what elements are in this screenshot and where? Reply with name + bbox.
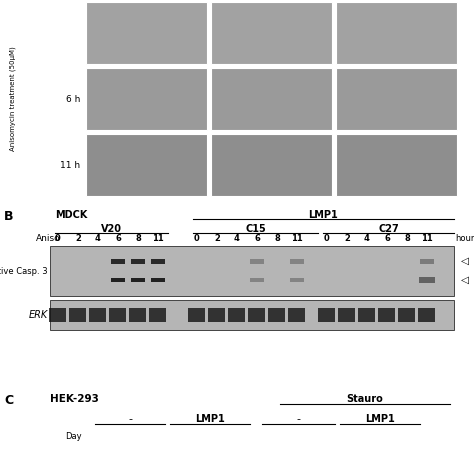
Bar	[248, 308, 265, 322]
Bar	[131, 258, 145, 264]
Text: -: -	[128, 414, 132, 424]
Text: C15: C15	[245, 224, 266, 234]
Bar	[70, 308, 86, 322]
Bar	[149, 308, 166, 322]
Bar	[379, 308, 395, 322]
Bar	[358, 308, 375, 322]
Bar	[49, 308, 66, 322]
Bar	[131, 278, 145, 282]
Bar	[336, 134, 457, 196]
Text: -: -	[297, 414, 301, 424]
Bar	[86, 68, 207, 130]
Bar	[268, 308, 285, 322]
Text: 4: 4	[234, 234, 240, 243]
Text: 4: 4	[364, 234, 370, 243]
Bar	[319, 308, 336, 322]
Bar	[211, 134, 332, 196]
Text: C: C	[4, 394, 13, 407]
Bar	[419, 308, 436, 322]
Text: 6: 6	[115, 234, 121, 243]
Text: ERK: ERK	[29, 310, 48, 320]
Bar	[90, 308, 107, 322]
Text: Anisomycin treatment (50μM): Anisomycin treatment (50μM)	[10, 46, 16, 151]
Bar	[250, 258, 264, 264]
Text: 2: 2	[214, 234, 220, 243]
Text: HEK-293: HEK-293	[50, 394, 99, 404]
Text: 0: 0	[194, 234, 200, 243]
Text: hours: hours	[455, 234, 474, 243]
Text: 11: 11	[152, 234, 164, 243]
Text: 0: 0	[55, 234, 61, 243]
Text: 6: 6	[384, 234, 390, 243]
Bar	[209, 308, 226, 322]
Bar	[336, 68, 457, 130]
Bar	[336, 2, 457, 64]
Bar	[290, 258, 304, 264]
Text: Stauro: Stauro	[346, 394, 383, 404]
Bar	[289, 308, 306, 322]
Text: active Casp. 3: active Casp. 3	[0, 266, 48, 275]
Text: ◁: ◁	[461, 275, 469, 285]
Bar	[111, 278, 125, 282]
Text: MDCK: MDCK	[55, 210, 87, 220]
Text: ◁: ◁	[461, 256, 469, 266]
Text: Day: Day	[65, 432, 82, 441]
Bar	[109, 308, 127, 322]
Bar	[129, 308, 146, 322]
Text: 6: 6	[254, 234, 260, 243]
Text: 2: 2	[75, 234, 81, 243]
Text: LMP1: LMP1	[195, 414, 225, 424]
Text: LMP1: LMP1	[309, 210, 338, 220]
Text: 8: 8	[274, 234, 280, 243]
Text: 11: 11	[421, 234, 433, 243]
Bar	[151, 278, 165, 282]
Text: B: B	[4, 210, 13, 223]
Text: 6 h: 6 h	[65, 94, 80, 103]
Text: Aniso: Aniso	[36, 234, 61, 243]
Bar	[211, 68, 332, 130]
Text: 2: 2	[344, 234, 350, 243]
Text: 4: 4	[95, 234, 101, 243]
Bar	[250, 278, 264, 282]
Text: LMP1: LMP1	[365, 414, 395, 424]
Text: 0: 0	[324, 234, 330, 243]
Bar	[86, 2, 207, 64]
Text: 11: 11	[291, 234, 303, 243]
Bar	[50, 300, 454, 330]
Text: 11 h: 11 h	[60, 161, 80, 170]
Bar	[290, 278, 304, 282]
Bar	[419, 277, 435, 283]
Bar	[338, 308, 356, 322]
Bar	[86, 134, 207, 196]
Bar	[228, 308, 246, 322]
Bar	[420, 258, 434, 264]
Bar	[50, 246, 454, 296]
Bar	[399, 308, 416, 322]
Bar	[189, 308, 206, 322]
Bar	[211, 2, 332, 64]
Text: 8: 8	[135, 234, 141, 243]
Bar	[151, 258, 165, 264]
Text: C27: C27	[378, 224, 399, 234]
Bar	[111, 258, 125, 264]
Text: 8: 8	[404, 234, 410, 243]
Text: V20: V20	[101, 224, 122, 234]
